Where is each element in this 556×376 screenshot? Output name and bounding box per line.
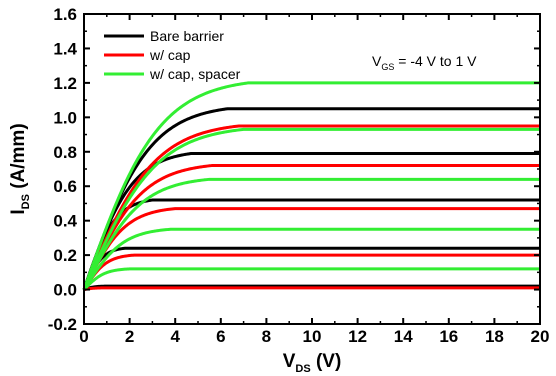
x-tick-label: 14 [394, 327, 413, 346]
series-curve [82, 246, 541, 291]
x-tick-label: 18 [485, 327, 504, 346]
x-tick-label: 12 [348, 327, 367, 346]
series-curve [83, 284, 541, 291]
x-tick-label: 8 [262, 327, 271, 346]
y-axis-label: IDS (A/mm) [8, 123, 32, 214]
y-tick-label: 1.4 [53, 39, 77, 58]
x-axis-label: VDS (V) [283, 351, 342, 375]
y-tick-label: -0.2 [48, 315, 77, 334]
y-tick-label: 1.2 [53, 74, 77, 93]
tick-layer: 0 2 4 6 8 10 12 14 16 18 20 -0.2 0.0 0.2 0.4 0.6 0.8 1.0 1… [48, 5, 550, 346]
x-tick-label: 6 [216, 327, 225, 346]
vgs-annotation: VGS = -4 V to 1 V [372, 53, 477, 72]
series-curve [82, 207, 541, 291]
series-curve [82, 164, 541, 291]
y-tick-label: 1.0 [53, 108, 77, 127]
series-curve [82, 177, 541, 291]
series-curve [82, 127, 541, 291]
x-tick-label: 20 [531, 327, 550, 346]
series-curve [82, 124, 541, 291]
y-tick-label: 0.0 [53, 281, 77, 300]
y-tick-label: 0.6 [53, 177, 77, 196]
legend-label: w/ cap [149, 47, 191, 63]
y-tick-label: 1.6 [53, 5, 77, 24]
series-curve [82, 198, 541, 291]
series-curve [82, 253, 541, 291]
x-tick-label: 10 [303, 327, 322, 346]
curve-layer [82, 81, 541, 292]
y-tick-label: 0.2 [53, 246, 77, 265]
y-tick-label: 0.4 [53, 212, 77, 231]
x-tick-label: 0 [79, 327, 88, 346]
legend-label: w/ cap, spacer [149, 66, 241, 82]
series-curve [82, 81, 541, 291]
legend: Bare barrier w/ cap w/ cap, spacer [104, 28, 241, 82]
x-tick-label: 4 [170, 327, 180, 346]
x-tick-label: 16 [439, 327, 458, 346]
legend-label: Bare barrier [150, 28, 224, 44]
series-curve [82, 107, 541, 291]
x-tick-label: 2 [125, 327, 134, 346]
series-curve [82, 227, 541, 291]
series-curve [82, 267, 541, 291]
series-curve [83, 286, 541, 292]
y-tick-label: 0.8 [53, 143, 77, 162]
